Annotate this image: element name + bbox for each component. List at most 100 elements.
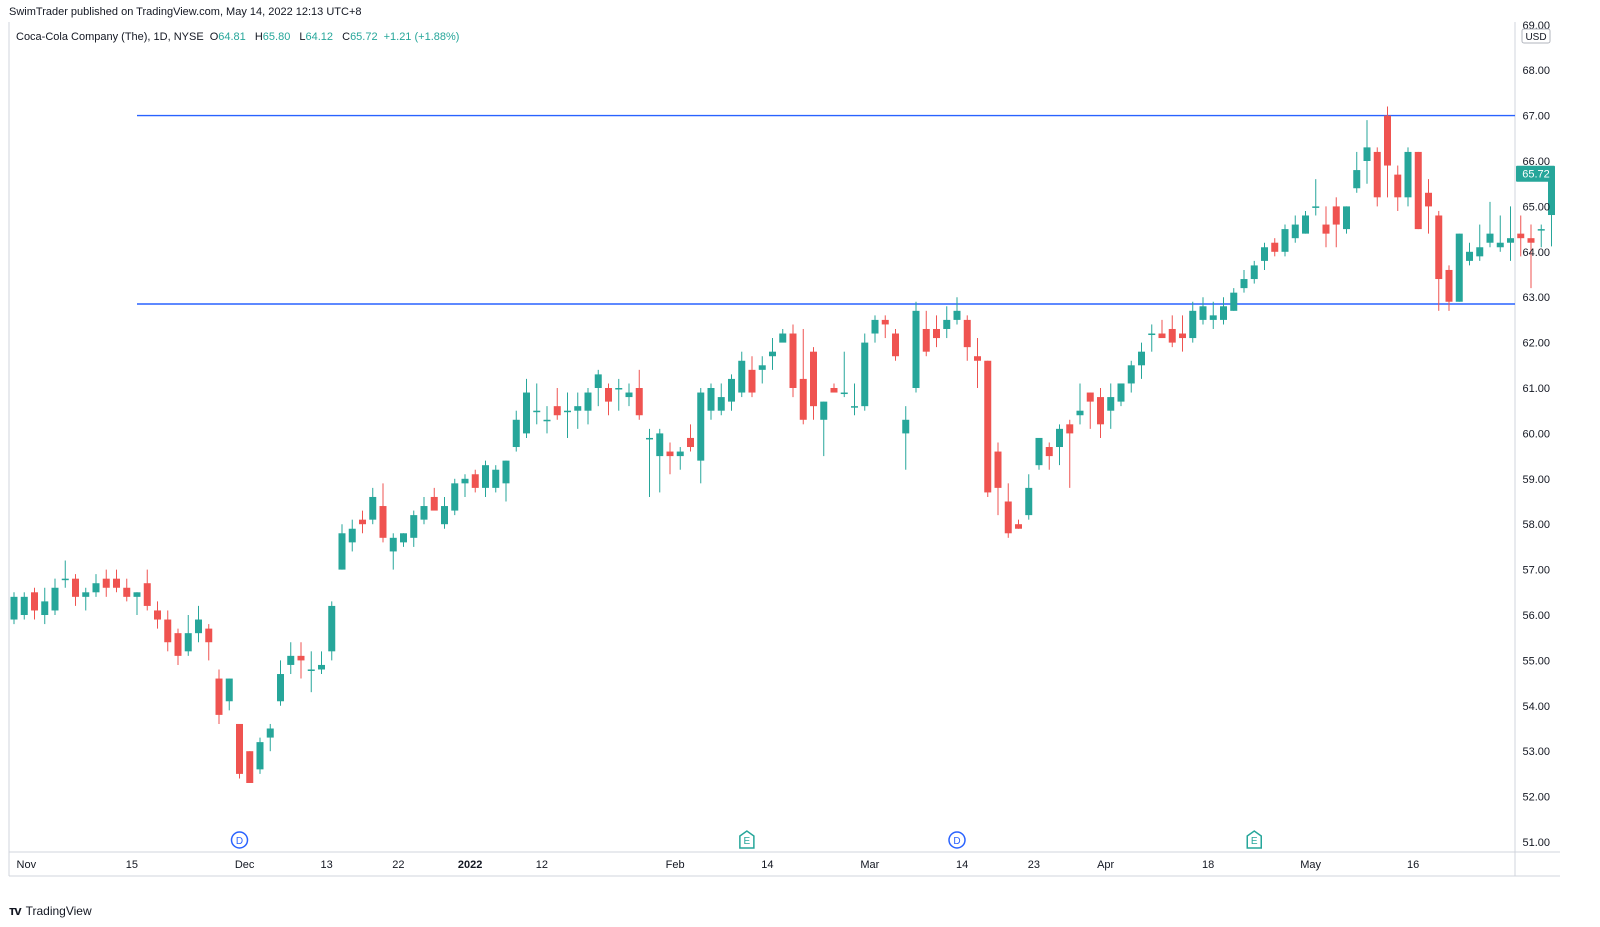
candle [1250, 260, 1258, 284]
candle-body [51, 587, 59, 611]
candle-body [1250, 265, 1258, 280]
candle-body [574, 406, 582, 411]
candle-body [769, 351, 776, 357]
candle-body [492, 469, 500, 488]
candle-body [758, 365, 766, 370]
candle [1148, 324, 1156, 352]
time-tick-label: 15 [126, 859, 138, 871]
candle-body [1548, 173, 1555, 216]
candle [113, 569, 120, 593]
time-tick-label: 23 [1028, 859, 1040, 871]
candle [20, 592, 28, 620]
candle [10, 592, 18, 625]
candle [892, 328, 899, 361]
change-value: +1.21 (+1.88%) [383, 31, 460, 43]
candle [1056, 424, 1063, 466]
candle [1220, 297, 1227, 325]
candle [912, 301, 920, 393]
candle-body [1322, 224, 1330, 234]
candle-body [1086, 392, 1094, 402]
candle-body [338, 533, 346, 570]
candle [328, 601, 336, 661]
earnings-marker: E [1246, 830, 1262, 849]
candle [1127, 360, 1135, 393]
price-tick-label: 57.00 [1522, 565, 1550, 577]
time-tick-label: 12 [536, 859, 548, 871]
candle [758, 356, 766, 384]
time-tick-label: 16 [1407, 859, 1419, 871]
candle [1179, 315, 1186, 352]
price-tick-label: 64.00 [1522, 247, 1550, 259]
candle-body [1486, 233, 1494, 243]
tradingview-logo[interactable]: ⁠ᴛᴠ TradingView [9, 903, 92, 918]
publisher-line: SwimTrader published on TradingView.com,… [9, 6, 362, 18]
last-price-tag [1516, 165, 1555, 182]
candle [1537, 224, 1545, 248]
candle [502, 460, 510, 502]
candle [1281, 224, 1289, 257]
price-tick-label: 65.00 [1522, 201, 1550, 213]
candle [359, 510, 366, 534]
candle [348, 519, 356, 552]
candle-body [799, 378, 807, 420]
candle [102, 569, 110, 597]
candle-body [1507, 238, 1514, 243]
candle-body [646, 437, 653, 440]
candle [1189, 301, 1197, 343]
candle-body [1496, 242, 1504, 248]
candle [984, 360, 992, 497]
candle [974, 338, 981, 388]
candle-body [1025, 487, 1033, 516]
candle-body [225, 678, 233, 702]
candle-body [174, 633, 182, 656]
candle-body [1261, 247, 1268, 261]
dividend-marker: D [230, 831, 249, 849]
symbol-name[interactable]: Coca-Cola Company (The), 1D, NYSE [16, 31, 204, 43]
candle-body [728, 378, 735, 402]
candle-body [441, 506, 448, 525]
price-tick-label: 61.00 [1522, 383, 1550, 395]
candle-body [1138, 351, 1145, 366]
candle-body [410, 515, 418, 538]
candle [1066, 419, 1074, 488]
earnings-marker-shape [1246, 830, 1262, 849]
candle-body [348, 528, 356, 543]
candle [72, 574, 79, 606]
candle-body [369, 496, 377, 520]
candle-body [851, 406, 858, 408]
time-tick-label: May [1300, 859, 1321, 871]
candle-body [1209, 315, 1217, 320]
time-axis[interactable]: Nov 15 Dec 13 22 2022 12 Feb 14 Mar 14 23 Apr 18 May 16 [17, 859, 1420, 871]
candle-body [1302, 215, 1309, 234]
candle-body [307, 669, 315, 671]
candle-body [553, 406, 561, 416]
candle-body [1045, 447, 1053, 457]
candle [1384, 106, 1391, 198]
candle-body [61, 578, 69, 581]
horizontal-levels[interactable] [137, 114, 1515, 305]
price-axis[interactable]: 69.0068.0067.0066.0065.0064.0063.0062.00… [1516, 20, 1555, 849]
tradingview-logo-icon: ⁠ᴛᴠ [9, 903, 22, 918]
candle [594, 369, 602, 407]
candle [676, 447, 684, 470]
candle-body [1158, 333, 1166, 339]
candle-body [830, 388, 838, 393]
candle-body [461, 478, 469, 484]
candle-body [1281, 229, 1289, 252]
candle-body [41, 601, 49, 615]
candle [1168, 315, 1176, 348]
event-marker-label: D [953, 836, 960, 847]
candle [246, 751, 254, 783]
candle-body [379, 506, 387, 538]
candle [225, 678, 233, 711]
candle [963, 315, 971, 361]
candle-body [1466, 251, 1473, 261]
candle [195, 605, 202, 643]
earnings-marker-shape [739, 830, 755, 849]
price-tick-label: 56.00 [1522, 610, 1550, 622]
candle-body [420, 506, 428, 520]
candle-body [318, 664, 325, 670]
candle [871, 315, 879, 343]
candle-body [635, 388, 643, 416]
